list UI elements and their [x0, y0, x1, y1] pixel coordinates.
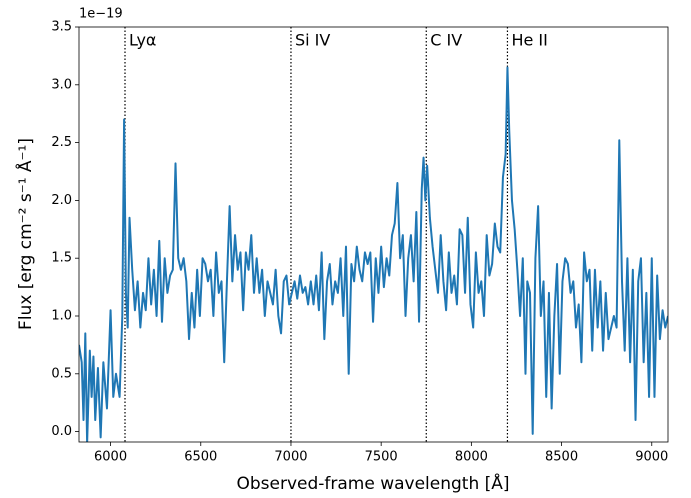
y-tick-label: 2.5 — [51, 135, 72, 150]
x-tick-label: 9000 — [635, 450, 668, 465]
x-tick-label: 6500 — [184, 450, 217, 465]
plot-frame — [78, 26, 669, 443]
y-tick-label: 0.0 — [51, 424, 72, 439]
y-tick-label: 2.0 — [51, 193, 72, 208]
y-tick-label: 1.0 — [51, 308, 72, 323]
y-tick-label: 3.0 — [51, 77, 72, 92]
emission-line-label: Si IV — [295, 31, 330, 50]
y-axis-label: Flux [erg cm⁻² s⁻¹ Å⁻¹] — [14, 138, 36, 330]
y-offset-label: 1e−19 — [79, 7, 123, 22]
emission-line-label: C IV — [430, 31, 462, 50]
x-tick-label: 7500 — [365, 450, 398, 465]
x-tick-label: 8500 — [545, 450, 578, 465]
x-axis-label: Observed-frame wavelength [Å] — [236, 472, 509, 494]
spectrum-line — [79, 66, 668, 442]
x-tick-label: 6000 — [94, 450, 127, 465]
y-tick-label: 3.5 — [51, 20, 72, 35]
y-tick-label: 1.5 — [51, 251, 72, 266]
emission-line-label: He II — [511, 31, 547, 50]
x-tick-label: 8000 — [455, 450, 488, 465]
y-tick-label: 0.5 — [51, 366, 72, 381]
x-tick-label: 7000 — [274, 450, 307, 465]
emission-line-label: Lyα — [129, 31, 156, 50]
